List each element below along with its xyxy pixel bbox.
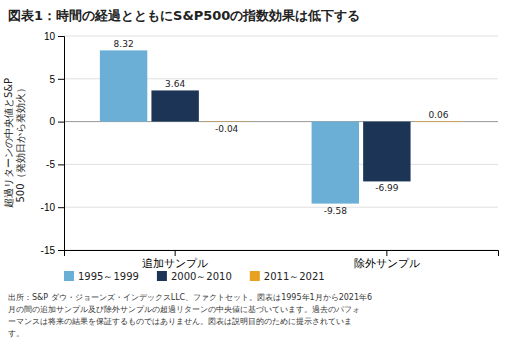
footnote-line: す。 (8, 329, 24, 338)
tick-label: 除外サンプル (354, 257, 420, 269)
data-label: 3.64 (165, 79, 185, 89)
grid-line (64, 164, 498, 165)
y-tick: 0 (49, 116, 64, 127)
footnote-line: ーマンスは将来の結果を保証するものではありません。図表は説明目的のために提示され… (8, 317, 352, 326)
tick-mark (58, 207, 64, 208)
tick-mark (58, 122, 64, 123)
footnote-line: 月の間の追加サンプル及び除外サンプルの超過リターンの中央値に基づいています。過去… (8, 305, 360, 314)
data-label: -9.58 (324, 206, 348, 216)
bar (203, 121, 250, 122)
y-axis: -15 -10 -5 0 5 10 (41, 31, 65, 256)
y-tick: 10 (44, 31, 64, 42)
data-label: -0.04 (215, 124, 239, 134)
x-tick: 追加サンプル (142, 250, 208, 269)
tick-label: -15 (41, 245, 56, 256)
y-axis-title-line: 超過リターンの中央値とS&P (3, 78, 14, 208)
tick-mark (175, 250, 176, 256)
y-axis-title: 超過リターンの中央値とS&P500（発効日から発効火） (3, 78, 26, 208)
x-axis: 追加サンプル 除外サンプル (65, 250, 499, 269)
bar (363, 122, 410, 182)
data-labels: 8.32 -9.58 3.64 -6.99 -0.04 0.06 (114, 39, 449, 215)
legend-item: 1995～1999 (64, 271, 139, 282)
tick-mark (58, 164, 64, 165)
y-tick: -5 (46, 159, 64, 170)
footnote: 出所：S&P ダウ・ジョーンズ・インデックスLLC、ファクトセット。図表は199… (8, 293, 372, 338)
legend-item: 2011～2021 (250, 271, 325, 282)
legend-label: 2011～2021 (264, 271, 325, 282)
footnote-line: 出所：S&P ダウ・ジョーンズ・インデックスLLC、ファクトセット。図表は199… (8, 293, 372, 302)
tick-label: 0 (49, 116, 55, 127)
bar (312, 122, 359, 204)
tick-mark (386, 250, 387, 256)
title: 図表1：時間の経過とともにS&P500の指数効果は低下する (8, 8, 360, 23)
y-axis-title-line: 500（発効日から発効火） (15, 83, 26, 202)
tick-label: 追加サンプル (142, 257, 208, 269)
legend-swatch (250, 271, 260, 281)
plot: 8.32 -9.58 3.64 -6.99 -0.04 0.06 -15 -10 -5 0 5 10 追… (41, 31, 499, 269)
legend-label: 1995～1999 (78, 271, 139, 282)
data-label: 0.06 (428, 110, 448, 120)
data-label: -6.99 (375, 183, 399, 193)
data-label: 8.32 (114, 39, 134, 49)
y-tick: -10 (41, 202, 64, 213)
bar (151, 90, 198, 121)
grid-line (64, 36, 498, 37)
tick-label: 10 (44, 31, 56, 42)
chart: 図表1：時間の経過とともにS&P500の指数効果は低下する 8.32 -9.58 3.… (0, 0, 512, 348)
tick-label: -10 (41, 202, 56, 213)
bar (100, 50, 147, 121)
grid (64, 36, 498, 250)
tick-mark (58, 250, 64, 251)
tick-label: -5 (46, 159, 55, 170)
grid-line (64, 207, 498, 208)
legend: 1995～1999 2000～2010 2011～2021 (64, 271, 325, 282)
bars (100, 50, 462, 203)
tick-mark (58, 36, 64, 37)
legend-swatch (64, 271, 74, 281)
legend-item: 2000～2010 (157, 271, 232, 282)
axis-domain (58, 37, 65, 251)
y-tick: 5 (49, 74, 64, 85)
tick-label: 5 (49, 74, 55, 85)
x-tick: 除外サンプル (354, 250, 420, 269)
axis-domain (65, 251, 499, 257)
legend-label: 2000～2010 (171, 271, 232, 282)
legend-swatch (157, 271, 167, 281)
y-tick: -15 (41, 245, 64, 256)
bar (415, 121, 462, 123)
tick-mark (58, 79, 64, 80)
